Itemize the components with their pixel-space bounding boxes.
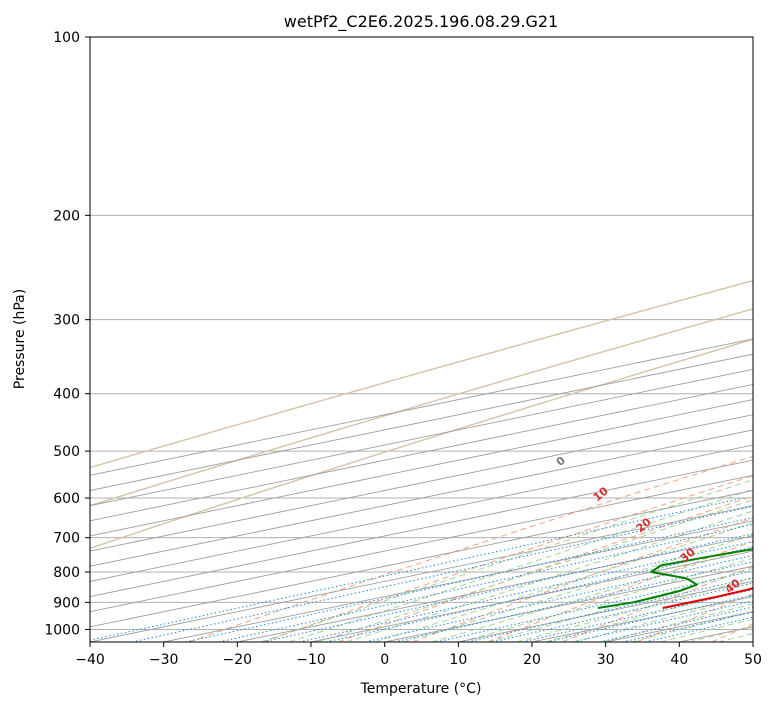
y-tick-label: 500 xyxy=(53,444,80,460)
x-tick-label: −40 xyxy=(75,652,105,668)
y-tick-label: 200 xyxy=(53,208,80,224)
y-tick-label: 800 xyxy=(53,565,80,581)
x-axis-title: Temperature (°C) xyxy=(360,681,482,697)
x-tick-label: −20 xyxy=(223,652,253,668)
plot-background xyxy=(90,37,753,642)
y-tick-label: 600 xyxy=(53,491,80,507)
x-tick-label: 20 xyxy=(523,652,541,668)
x-tick-label: 0 xyxy=(380,652,389,668)
y-tick-label: 300 xyxy=(53,313,80,329)
chart-title: wetPf2_C2E6.2025.196.08.29.G21 xyxy=(284,12,558,32)
y-tick-label: 400 xyxy=(53,387,80,403)
x-tick-label: −30 xyxy=(149,652,179,668)
y-axis-ticks: 100 200 300 400 500 600 700 800 900 1000 xyxy=(44,30,90,638)
x-tick-label: 50 xyxy=(744,652,762,668)
x-tick-label: 10 xyxy=(449,652,467,668)
y-tick-label: 900 xyxy=(53,595,80,611)
x-tick-label: 40 xyxy=(670,652,688,668)
x-tick-label: −10 xyxy=(296,652,326,668)
isotherm-line xyxy=(753,37,775,642)
x-tick-label: 30 xyxy=(597,652,615,668)
x-axis-ticks: −40 −30 −20 −10 0 10 20 30 40 50 xyxy=(75,642,762,668)
y-axis-title: Pressure (hPa) xyxy=(12,289,28,389)
y-tick-label: 100 xyxy=(53,30,80,46)
y-tick-label: 1000 xyxy=(44,622,80,638)
y-tick-label: 700 xyxy=(53,531,80,547)
